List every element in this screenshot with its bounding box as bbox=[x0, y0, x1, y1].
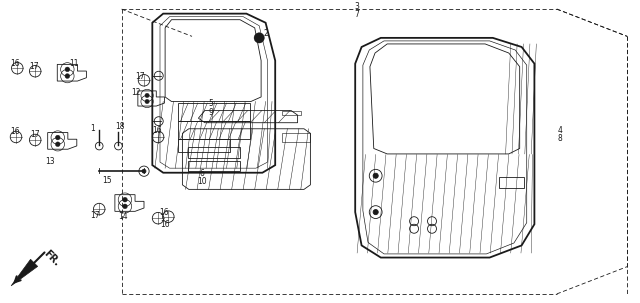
Text: FR.: FR. bbox=[42, 249, 61, 268]
Text: 15: 15 bbox=[102, 176, 112, 185]
Circle shape bbox=[142, 169, 146, 173]
Text: 5: 5 bbox=[209, 99, 214, 108]
Text: 12: 12 bbox=[131, 88, 140, 97]
Circle shape bbox=[123, 204, 127, 209]
Text: 13: 13 bbox=[45, 157, 55, 166]
Text: 8: 8 bbox=[557, 134, 563, 143]
Text: 16: 16 bbox=[160, 220, 170, 229]
Text: 16: 16 bbox=[10, 58, 20, 68]
Text: 7: 7 bbox=[354, 10, 359, 19]
Text: 1: 1 bbox=[90, 124, 95, 133]
Circle shape bbox=[254, 33, 264, 43]
Circle shape bbox=[56, 142, 60, 147]
Circle shape bbox=[123, 197, 127, 202]
Circle shape bbox=[373, 210, 378, 215]
Text: 17: 17 bbox=[30, 130, 40, 139]
Text: 17: 17 bbox=[134, 72, 145, 81]
Circle shape bbox=[56, 135, 60, 140]
Text: 14: 14 bbox=[118, 212, 128, 221]
Circle shape bbox=[65, 67, 70, 72]
Circle shape bbox=[145, 93, 149, 98]
Text: 9: 9 bbox=[209, 108, 214, 117]
Text: 11: 11 bbox=[69, 58, 78, 68]
Text: 16: 16 bbox=[10, 127, 20, 136]
Text: 3: 3 bbox=[354, 2, 359, 11]
Text: 4: 4 bbox=[557, 126, 563, 135]
Text: 17: 17 bbox=[90, 211, 100, 220]
Text: 18: 18 bbox=[116, 122, 125, 131]
Text: 2: 2 bbox=[263, 29, 268, 38]
Text: 16: 16 bbox=[152, 126, 162, 135]
Circle shape bbox=[65, 74, 70, 78]
Circle shape bbox=[373, 173, 378, 178]
Polygon shape bbox=[11, 259, 38, 286]
Circle shape bbox=[255, 33, 264, 42]
Text: 10: 10 bbox=[197, 177, 207, 186]
Text: 17: 17 bbox=[29, 62, 39, 71]
Circle shape bbox=[145, 99, 149, 104]
Text: 6: 6 bbox=[200, 169, 205, 178]
Text: 16: 16 bbox=[159, 208, 170, 217]
